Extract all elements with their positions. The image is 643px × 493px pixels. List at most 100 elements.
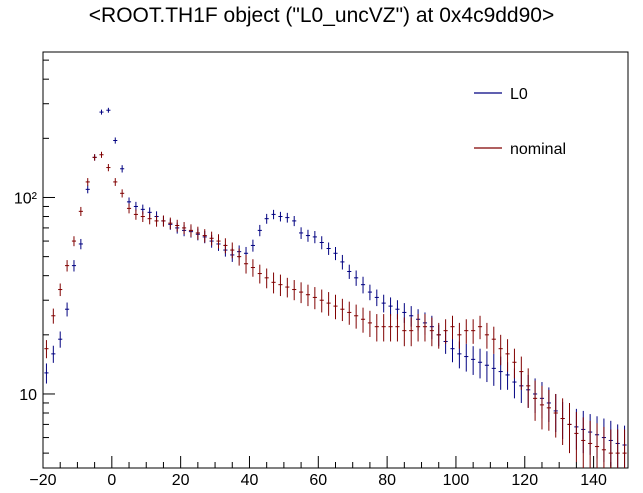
data-point [526, 368, 531, 408]
data-point [195, 226, 200, 240]
data-point [78, 206, 83, 216]
data-point [416, 314, 421, 342]
data-point [305, 284, 311, 307]
x-tick-label: 140 [580, 472, 607, 489]
data-point [44, 363, 49, 384]
data-point [574, 411, 579, 463]
data-point [354, 270, 359, 286]
data-point [106, 164, 111, 172]
data-point [250, 259, 255, 277]
data-point [202, 229, 207, 243]
data-point [347, 264, 352, 279]
legend-label-nominal: nominal [510, 141, 566, 158]
data-point [65, 302, 70, 317]
data-point [360, 276, 366, 294]
data-point [120, 165, 125, 173]
data-point [71, 260, 77, 272]
data-point [498, 334, 503, 366]
data-point [257, 264, 262, 284]
data-point [354, 304, 359, 329]
data-point [299, 227, 304, 239]
data-point [340, 254, 345, 270]
series-l0 [44, 107, 627, 468]
data-point [161, 215, 166, 227]
data-point [147, 213, 152, 225]
data-point [491, 353, 496, 386]
data-point [305, 229, 311, 242]
data-point [319, 236, 324, 250]
data-point [326, 242, 331, 255]
data-point [388, 314, 393, 342]
data-point [237, 248, 242, 266]
data-point [133, 209, 138, 220]
x-tick-label: 120 [511, 472, 538, 489]
x-tick-label: 20 [172, 472, 190, 489]
data-point [381, 314, 386, 342]
data-point [65, 260, 70, 272]
data-point [278, 274, 283, 297]
y-tick-label: 10 [19, 387, 37, 404]
data-point [216, 234, 221, 249]
data-point [436, 322, 441, 349]
data-point [347, 301, 352, 325]
data-point [99, 151, 104, 158]
data-point [477, 315, 483, 340]
data-point [539, 385, 545, 430]
data-point [126, 203, 132, 214]
data-point [588, 420, 593, 468]
data-point [471, 319, 476, 344]
data-point [299, 282, 304, 304]
data-point [230, 242, 235, 259]
data-point [367, 310, 372, 337]
data-point [464, 343, 469, 372]
data-point [477, 348, 483, 379]
data-point [113, 178, 118, 186]
data-point [257, 224, 262, 237]
data-point [546, 389, 551, 431]
data-point [601, 426, 606, 468]
data-point [581, 417, 586, 468]
data-point [464, 319, 469, 344]
data-point [615, 429, 620, 468]
data-point [374, 314, 379, 342]
data-point [285, 277, 290, 298]
data-point [312, 231, 317, 244]
data-point [85, 178, 90, 186]
data-point [402, 317, 407, 347]
data-point [395, 314, 400, 342]
data-point [278, 211, 283, 222]
data-point [99, 109, 104, 115]
data-point [175, 219, 180, 232]
data-point [292, 280, 297, 301]
data-point [622, 429, 627, 468]
data-point [367, 284, 372, 301]
data-point [154, 215, 159, 227]
data-point [381, 294, 386, 313]
data-point [360, 307, 366, 333]
data-point [44, 340, 49, 359]
legend: L0 nominal [474, 86, 566, 158]
data-point [58, 331, 63, 348]
data-point [484, 351, 489, 383]
data-point [388, 297, 393, 316]
data-point [512, 348, 517, 379]
data-point [505, 339, 510, 372]
data-point [519, 356, 524, 390]
data-point [484, 322, 489, 349]
data-point [271, 272, 276, 294]
data-point [560, 398, 565, 445]
data-point [223, 238, 228, 254]
series-nominal [44, 151, 627, 468]
data-point [106, 107, 111, 113]
data-point [429, 317, 434, 347]
x-axis: −20 0 20 40 60 80 100 120 140 [29, 456, 629, 489]
data-point [608, 429, 613, 468]
data-point [264, 268, 269, 289]
data-point [422, 314, 428, 342]
x-tick-label: 40 [241, 472, 259, 489]
data-point [209, 231, 214, 246]
data-point [340, 298, 345, 322]
data-point [188, 224, 194, 237]
data-point [450, 315, 455, 340]
chart-title: <ROOT.TH1F object ("L0_uncVZ") at 0x4c9d… [88, 4, 555, 27]
